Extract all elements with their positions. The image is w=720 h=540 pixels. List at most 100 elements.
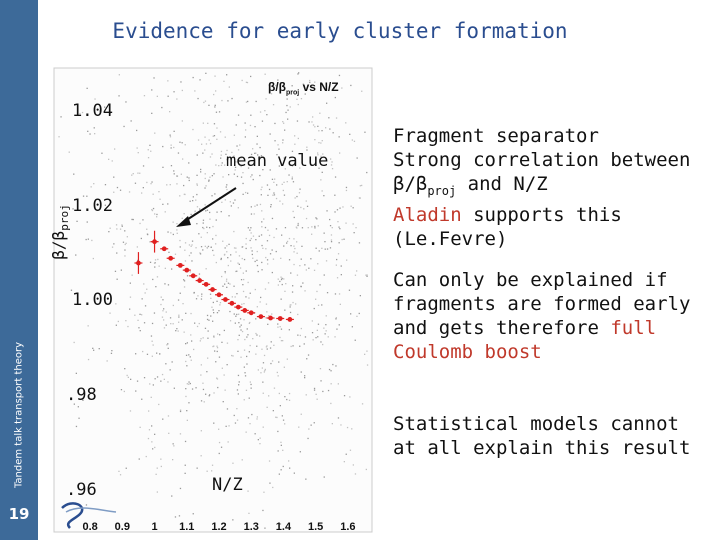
background-dot	[93, 183, 95, 185]
background-dot	[297, 223, 299, 225]
background-dot	[124, 249, 126, 251]
background-dot	[323, 195, 325, 197]
background-dot	[111, 246, 114, 248]
background-dot	[259, 203, 262, 206]
background-dot	[124, 230, 126, 232]
data-point	[223, 297, 228, 302]
background-dot	[260, 155, 263, 157]
background-dot	[278, 148, 280, 150]
background-dot	[156, 467, 158, 469]
background-dot	[225, 186, 227, 188]
background-dot	[339, 152, 341, 154]
background-dot	[183, 193, 185, 195]
background-dot	[243, 303, 245, 305]
background-dot	[160, 303, 162, 306]
background-dot	[273, 344, 275, 346]
background-dot	[231, 296, 233, 298]
background-dot	[207, 245, 210, 248]
background-dot	[139, 313, 141, 315]
background-dot	[130, 120, 132, 122]
background-dot	[214, 350, 216, 352]
background-dot	[345, 222, 347, 224]
background-dot	[150, 150, 152, 152]
background-dot	[251, 253, 253, 256]
background-dot	[306, 358, 308, 360]
background-dot	[162, 203, 164, 205]
background-dot	[354, 274, 357, 276]
background-dot	[213, 312, 215, 314]
background-dot	[221, 162, 223, 164]
background-dot	[221, 275, 223, 278]
background-dot	[157, 258, 159, 261]
background-dot	[350, 205, 352, 207]
background-dot	[178, 316, 180, 318]
background-dot	[244, 122, 246, 124]
background-dot	[280, 328, 283, 330]
background-dot	[338, 293, 341, 295]
background-dot	[234, 169, 236, 171]
background-dot	[151, 209, 154, 212]
background-dot	[260, 372, 262, 374]
background-dot	[262, 392, 264, 394]
background-dot	[125, 242, 127, 244]
background-dot	[284, 290, 286, 292]
background-dot	[298, 153, 300, 155]
background-dot	[250, 227, 252, 229]
background-dot	[204, 177, 206, 180]
background-dot	[230, 260, 232, 262]
background-dot	[320, 142, 322, 144]
background-dot	[265, 256, 267, 259]
background-dot	[60, 116, 62, 118]
background-dot	[161, 373, 164, 376]
background-dot	[188, 244, 191, 246]
background-dot	[151, 425, 153, 427]
background-dot	[338, 226, 340, 228]
background-dot	[220, 257, 222, 260]
background-dot	[92, 257, 94, 260]
background-dot	[242, 193, 244, 195]
y-tick-label: .98	[66, 385, 97, 406]
background-dot	[106, 360, 108, 362]
background-dot	[304, 264, 306, 266]
text-line: and gets therefore full	[393, 316, 718, 340]
background-dot	[209, 227, 211, 229]
background-dot	[345, 189, 348, 192]
background-dot	[261, 186, 263, 188]
background-dot	[163, 319, 165, 321]
background-dot	[282, 465, 284, 468]
background-dot	[151, 209, 153, 211]
background-dot	[169, 134, 171, 136]
y-axis-label-main: β/β	[48, 230, 68, 260]
background-dot	[138, 458, 140, 460]
background-dot	[262, 426, 264, 428]
background-dot	[186, 275, 189, 277]
data-point	[168, 255, 174, 261]
background-dot	[156, 376, 159, 378]
background-dot	[131, 218, 133, 221]
background-dot	[104, 106, 106, 108]
background-dot	[318, 250, 320, 252]
background-dot	[232, 519, 234, 521]
background-dot	[156, 216, 158, 218]
background-dot	[278, 473, 280, 475]
background-dot	[310, 258, 312, 260]
background-dot	[120, 269, 122, 271]
background-dot	[267, 194, 269, 196]
background-dot	[121, 224, 123, 226]
background-dot	[116, 252, 118, 254]
background-dot	[245, 247, 247, 250]
background-dot	[280, 444, 282, 446]
background-dot	[104, 204, 106, 206]
background-dot	[156, 213, 158, 216]
text-fragment: supports this (Le.Fevre)	[393, 203, 622, 250]
text-fragment: β/β	[393, 173, 428, 195]
background-dot	[228, 174, 230, 176]
background-dot	[207, 330, 209, 332]
background-dot	[191, 260, 193, 262]
background-dot	[226, 245, 228, 247]
background-dot	[311, 121, 313, 123]
background-dot	[327, 336, 329, 338]
background-dot	[227, 158, 229, 160]
background-dot	[277, 323, 279, 325]
background-dot	[297, 103, 299, 106]
